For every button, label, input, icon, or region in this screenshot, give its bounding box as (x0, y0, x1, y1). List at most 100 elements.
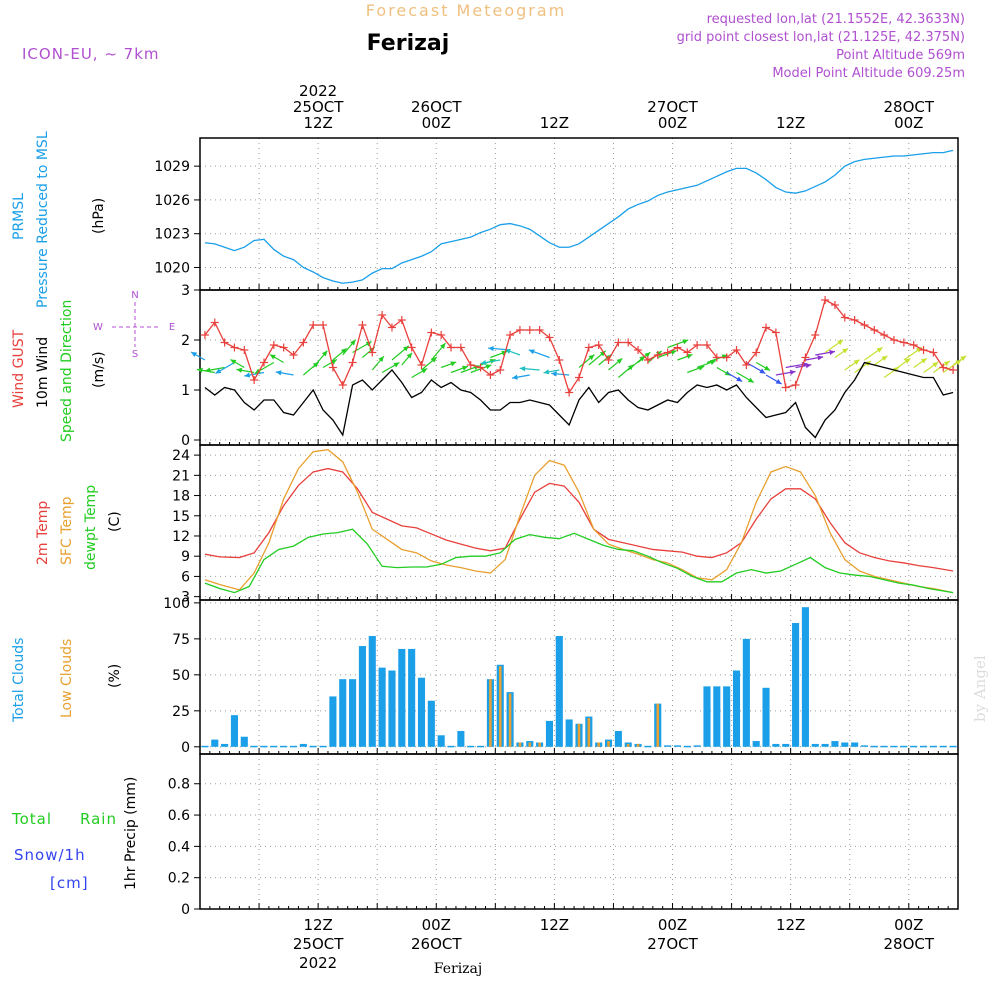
total-cloud-bar (309, 745, 317, 748)
wind-arrow (381, 361, 400, 374)
wind-arrow-head (853, 359, 860, 365)
wind-arrow-head (204, 367, 211, 373)
total-cloud-bar (339, 679, 347, 747)
wind-arrow (903, 346, 923, 361)
wind-arrow (401, 352, 413, 366)
wind-arrow (588, 350, 607, 366)
wind-gust-label: Wind GUST (11, 329, 27, 408)
precip-unit: 1hr Precip (mm) (123, 777, 139, 890)
gust-markers (200, 296, 958, 397)
wind-arrow (815, 349, 836, 356)
wind-arrow-head (829, 349, 835, 356)
wind-arrow (254, 361, 275, 375)
wind-arrow-head (461, 365, 468, 371)
bottom-axis-label: 2022 (299, 954, 337, 972)
rain-label: Rain (80, 810, 117, 828)
footer-location: Ferizaj (434, 961, 482, 977)
low-cloud-bar (508, 693, 512, 747)
total-cloud-bar (280, 745, 288, 748)
total-cloud-bar (477, 745, 485, 748)
location-title: Ferizaj (367, 31, 450, 56)
top-axis-label: 12Z (540, 114, 569, 132)
wind-arrow (342, 339, 357, 356)
y-tick-label: 1020 (154, 260, 190, 276)
wind-arrow-head (955, 359, 962, 366)
wind-arrow-head (512, 374, 518, 380)
total-cloud-bar (289, 745, 298, 748)
wind-arrow (746, 361, 766, 375)
wind-arrow (411, 367, 428, 379)
wind-arrow (755, 361, 771, 372)
compass-north: N (131, 290, 138, 301)
wind-arrow-head (789, 369, 796, 376)
total-cloud-bar (723, 686, 731, 747)
clouds-unit: (%) (107, 664, 123, 688)
clouds-panel: 0 25 50 75 100 (163, 596, 959, 756)
total-cloud-bar (417, 677, 426, 747)
wind-arrow (844, 359, 860, 371)
wind-arrow-head (892, 367, 899, 373)
total-cloud-bar (703, 686, 711, 747)
total-cloud-bar (447, 745, 455, 748)
bottom-axis-label: 12Z (776, 916, 805, 934)
total-cloud-bar (693, 745, 701, 747)
total-cloud-bar (230, 715, 238, 747)
wind-speed-line (204, 361, 954, 439)
wind-10m-label: 10m Wind (35, 337, 51, 408)
wind-arrow (736, 371, 755, 384)
model-altitude: Model Point Altitude 609.25m (772, 66, 965, 81)
wind-arrow-head (275, 370, 282, 376)
y-tick-label: 18 (172, 489, 190, 505)
wind-arrow-head (616, 358, 623, 364)
dewpt-line (204, 528, 954, 594)
wind-arrow-head (759, 368, 766, 374)
wind-arrow (543, 369, 560, 375)
wind-arrow-head (960, 355, 967, 362)
wind-arrow (795, 363, 812, 369)
wind-arrow (834, 347, 849, 358)
wind-arrow (933, 360, 951, 373)
wind-arrow-head (230, 359, 237, 365)
total-label: Total (11, 810, 52, 828)
wind-arrow (637, 351, 651, 363)
wind-arrow-head (644, 352, 651, 358)
watermark: by Angel (971, 655, 989, 722)
precipitation-panel: 0 0.2 0.4 0.6 0.8 (168, 753, 959, 918)
wind-arrow-head (519, 366, 526, 372)
total-cloud-bar (398, 648, 406, 747)
grid-point-coords: grid point closest lon,lat (21.125E, 42.… (677, 30, 965, 45)
wind-arrow-head (920, 358, 927, 364)
low-cloud-bar (587, 718, 591, 747)
low-cloud-bar (528, 742, 532, 747)
wind-arrow-head (254, 368, 261, 374)
pressure-line (204, 149, 954, 284)
total-cloud-bar (408, 648, 416, 747)
top-axis-label: 12Z (303, 114, 332, 132)
low-cloud-bar (498, 666, 502, 747)
wind-arrow-head (932, 362, 939, 368)
total-cloud-bar (221, 743, 229, 747)
wind-arrow-head (269, 354, 276, 360)
wind-arrow-head (736, 376, 743, 382)
requested-coords: requested lon,lat (21.1552E, 42.3633N) (707, 12, 965, 27)
pressure-labels: PRMSL Pressure Reduced to MSL (hPa) (11, 131, 107, 308)
wind-arrow (677, 353, 693, 361)
top-axis-label: 26OCT (411, 98, 462, 116)
wind-arrow (312, 350, 328, 368)
wind-arrow-head (686, 353, 693, 359)
total-cloud-bar (870, 745, 878, 748)
wind-arrow (204, 366, 225, 373)
y-tick-label: 0 (181, 740, 190, 756)
total-cloud-bar (260, 745, 268, 748)
compass-west: W (93, 322, 103, 333)
wind-arrow (913, 357, 928, 368)
wind-arrow-head (488, 345, 494, 352)
wind-arrow-head (543, 369, 550, 375)
total-cloud-bar (929, 745, 937, 748)
total-cloud-bar (358, 646, 366, 747)
wind-panel: 0 1 2 3 (181, 283, 967, 449)
total-cloud-bar (890, 745, 898, 748)
y-tick-label: 1023 (154, 227, 190, 243)
